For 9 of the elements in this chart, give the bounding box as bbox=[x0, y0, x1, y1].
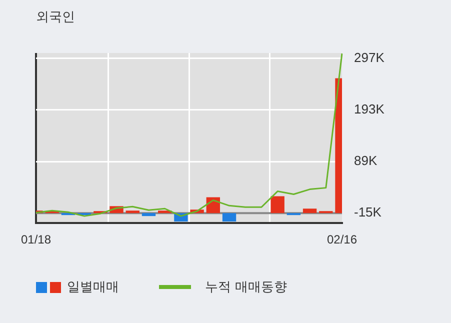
chart-title: 외국인 bbox=[36, 9, 75, 26]
legend-label: 누적 매매동향 bbox=[205, 279, 288, 296]
y-tick-label: 193K bbox=[354, 102, 385, 117]
y-tick-label: 89K bbox=[354, 153, 378, 168]
y-tick-label: 297K bbox=[354, 50, 385, 66]
x-tick-label: 01/18 bbox=[20, 232, 52, 247]
y-tick-label: -15K bbox=[354, 204, 382, 220]
legend-label: 일별매매 bbox=[67, 279, 119, 296]
x-tick-label: 02/16 bbox=[326, 232, 358, 247]
